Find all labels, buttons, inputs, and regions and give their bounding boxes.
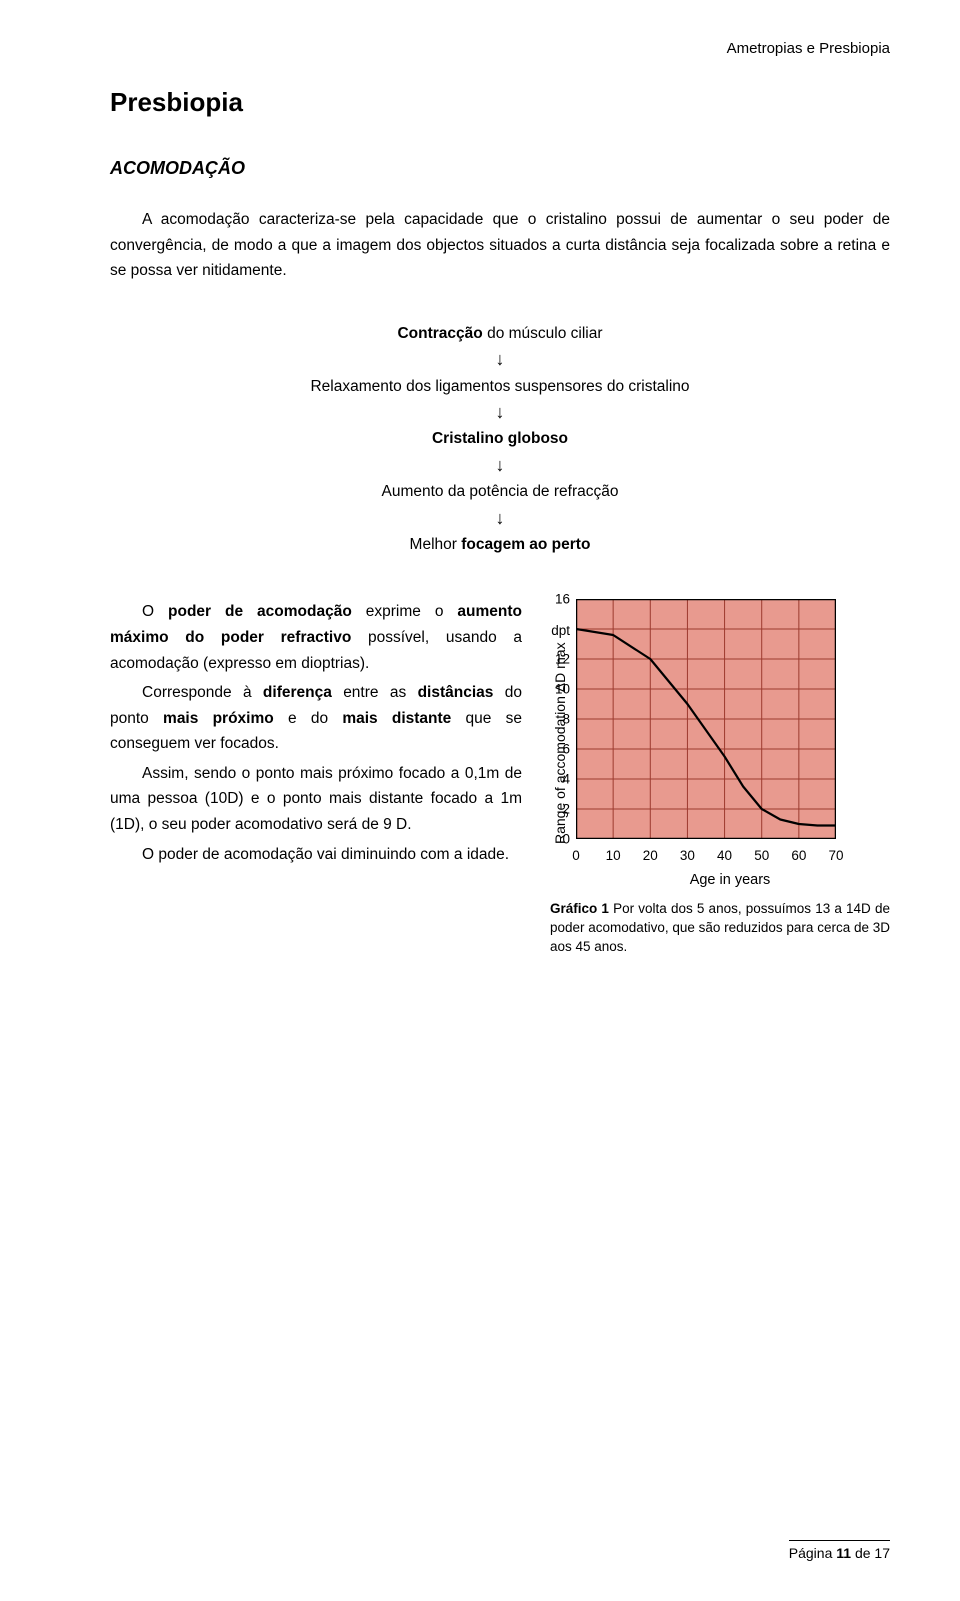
flow-step-5: Melhor focagem ao perto [110,530,890,559]
chart-ytick: 12 [555,652,570,667]
flow-step-1: Contracção do músculo ciliar [110,319,890,348]
down-arrow-icon: ↓ [110,507,890,530]
body-p1: O poder de acomodação exprime o aumento … [110,599,522,676]
down-arrow-icon: ↓ [110,454,890,477]
body-text: O poder de acomodação exprime o aumento … [110,599,522,871]
body-p3: Assim, sendo o ponto mais próximo focado… [110,761,522,838]
intro-paragraph: A acomodação caracteriza-se pela capacid… [110,207,890,284]
page-title: Presbiopia [110,87,890,118]
accommodation-chart [576,599,836,839]
down-arrow-icon: ↓ [110,348,890,371]
chart-xtick: 30 [680,848,695,863]
chart-xtick: 40 [717,848,732,863]
chart-xtick: 0 [572,848,580,863]
section-heading-text: ACOMODAÇÃO [110,158,245,178]
chart-caption: Gráfico 1 Por volta dos 5 anos, possuímo… [550,900,890,957]
chart-panel: Range of accomodation ΔD max dpt 0246810… [550,599,890,957]
page-footer: Página 11 de 17 [789,1540,890,1561]
chart-xtick: 10 [606,848,621,863]
chart-ytick: 10 [555,682,570,697]
chart-y-unit: dpt [551,623,570,638]
chart-ytick: 4 [562,772,570,787]
chart-ytick: 6 [562,742,570,757]
chart-xtick: 70 [828,848,843,863]
chart-xticks: 0 10 20 30 40 50 60 70 [570,848,890,866]
chart-xtick: 50 [754,848,769,863]
flow-step-3: Cristalino globoso [110,424,890,453]
chart-ytick: 2 [562,802,570,817]
chart-ytick: 16 [555,592,570,607]
chart-ytick: 0 [562,832,570,847]
flow-step-2: Relaxamento dos ligamentos suspensores d… [110,372,890,401]
chart-xtick: 20 [643,848,658,863]
chart-xlabel: Age in years [570,872,890,888]
flow-diagram: Contracção do músculo ciliar ↓ Relaxamen… [110,319,890,560]
flow-step-4: Aumento da potência de refracção [110,477,890,506]
down-arrow-icon: ↓ [110,401,890,424]
doc-header: Ametropias e Presbiopia [110,40,890,57]
chart-yticks: dpt 02468101216 [570,599,576,839]
body-p2: Corresponde à diferença entre as distânc… [110,680,522,757]
chart-xtick: 60 [791,848,806,863]
section-heading: ACOMODAÇÃO [110,158,890,179]
chart-ytick: 8 [562,712,570,727]
body-p4: O poder de acomodação vai diminuindo com… [110,842,522,868]
